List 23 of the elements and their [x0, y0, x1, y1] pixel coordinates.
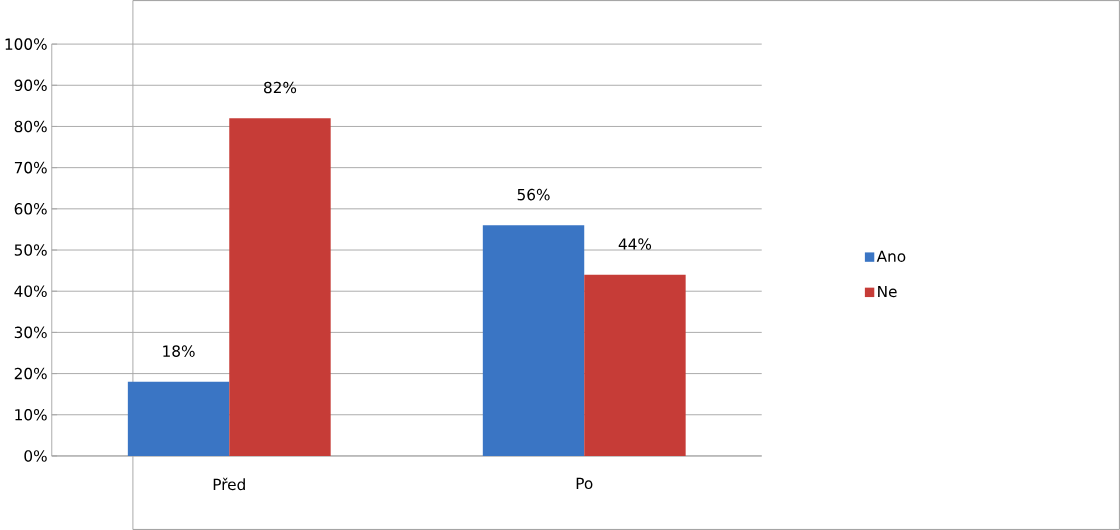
x-tick-label: Před	[213, 477, 245, 491]
legend-label: Ano	[876, 250, 906, 263]
legend-label: Ne	[878, 285, 897, 298]
y-tick-label: 60%	[14, 203, 47, 215]
y-tick-label: 0%	[24, 450, 47, 462]
y-tick-label: 50%	[14, 244, 47, 256]
bar	[482, 225, 585, 456]
y-tick-label: 80%	[14, 120, 47, 133]
y-tick-label: 10%	[15, 408, 47, 421]
data-label: 56%	[517, 188, 550, 201]
y-tick-label: 40%	[14, 285, 47, 297]
y-tick-label: 70%	[14, 161, 47, 174]
y-tick-label: 30%	[14, 326, 47, 339]
y-tick-label: 20%	[14, 367, 47, 380]
bar	[229, 118, 331, 456]
data-label: 44%	[618, 238, 652, 250]
data-label: 82%	[264, 81, 297, 94]
bar	[127, 381, 230, 456]
bar	[584, 274, 686, 456]
y-tick-label: 90%	[14, 79, 47, 92]
x-tick-label: Po	[576, 477, 593, 490]
data-label: 18%	[163, 345, 195, 357]
y-tick-label: 100%	[5, 38, 47, 50]
